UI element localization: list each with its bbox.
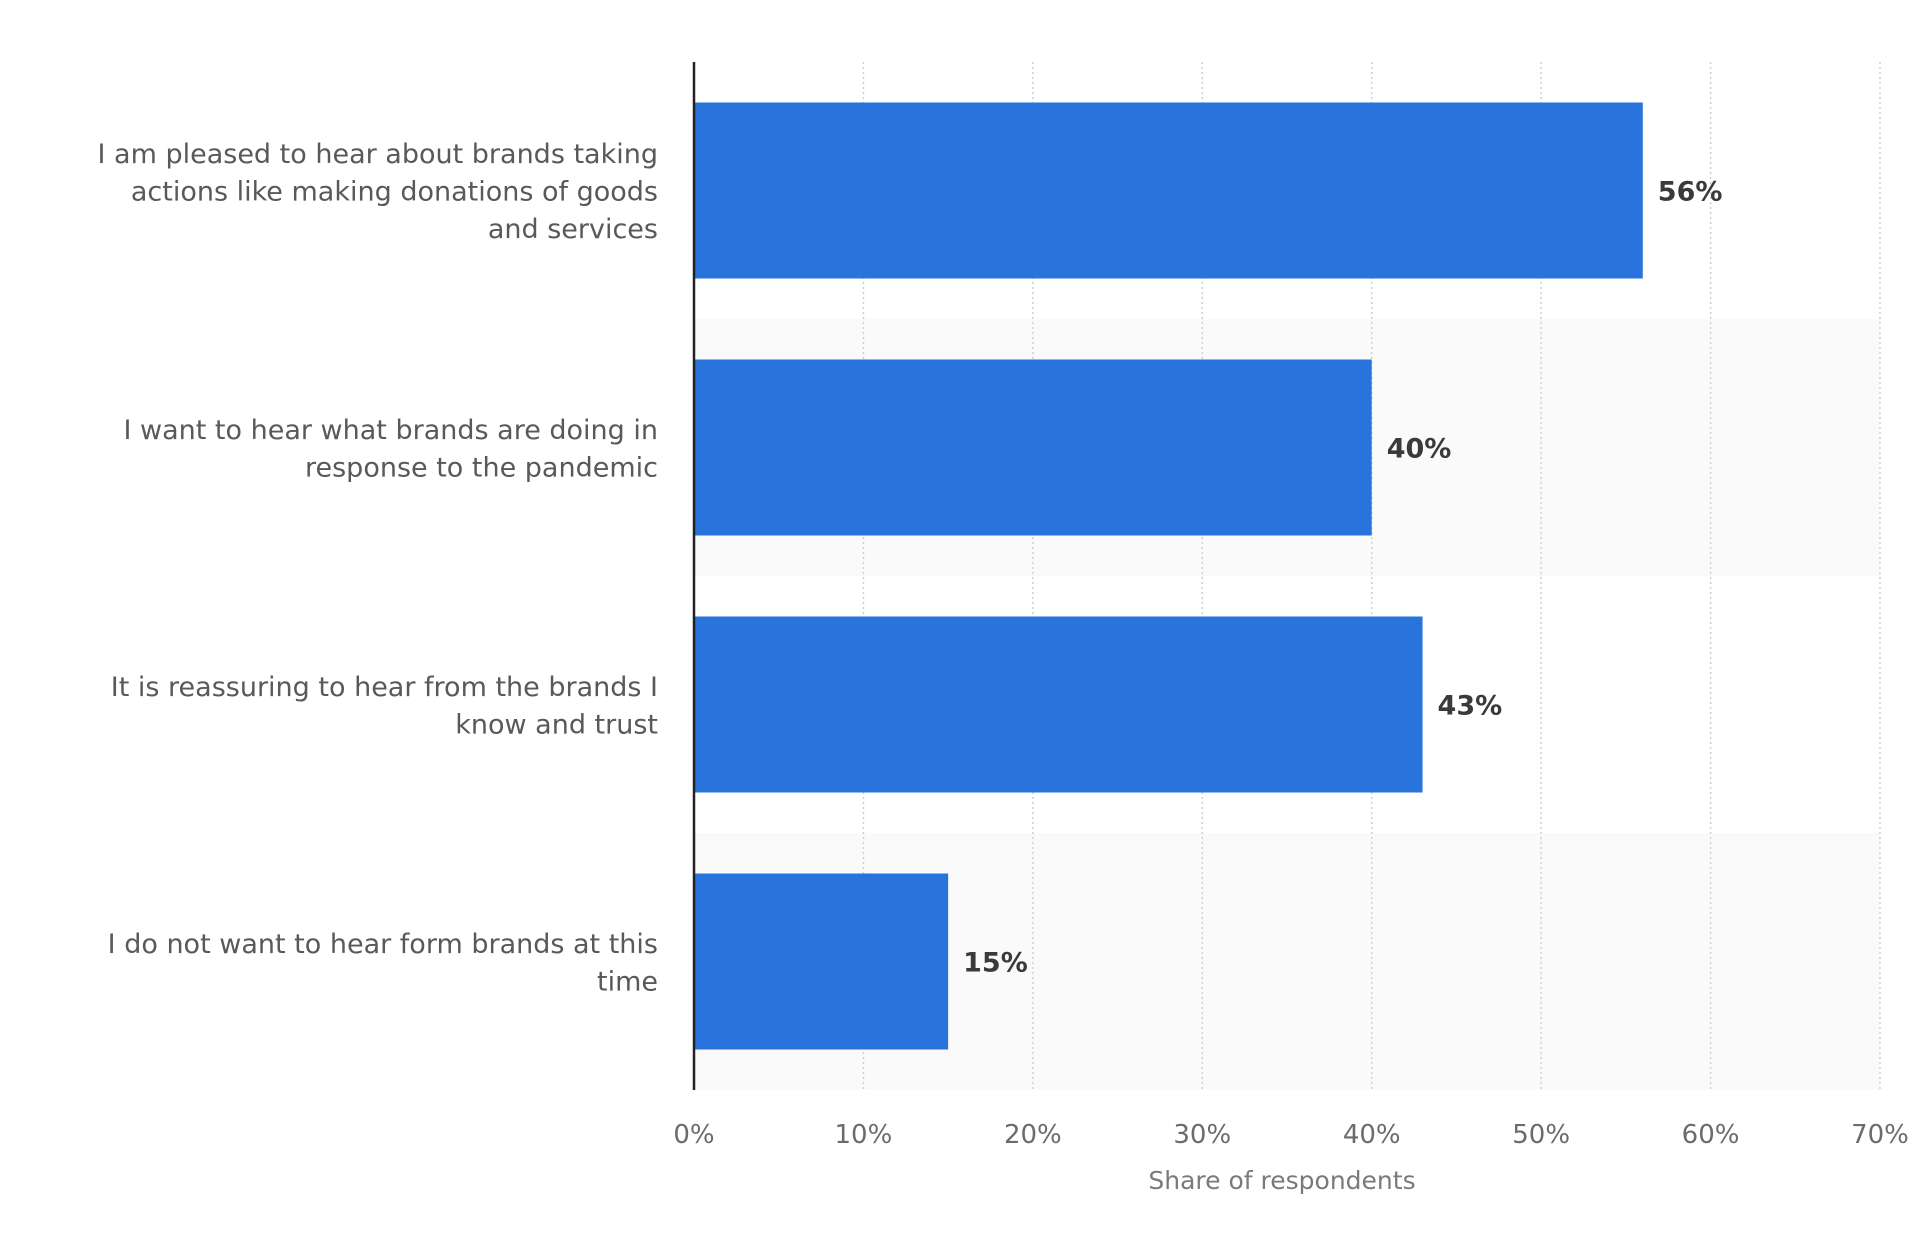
x-tick-label: 40%	[1343, 1120, 1401, 1150]
bar[interactable]	[694, 102, 1643, 279]
data-label: 43%	[1438, 691, 1503, 722]
x-tick-label: 10%	[835, 1120, 893, 1150]
category-labels: I am pleased to hear about brands taking…	[97, 139, 658, 997]
data-label: 15%	[963, 948, 1028, 979]
category-label: It is reassuring to hear from the brands…	[111, 672, 658, 741]
bar[interactable]	[694, 873, 949, 1050]
bar[interactable]	[694, 359, 1372, 536]
x-tick-label: 20%	[1004, 1120, 1062, 1150]
category-label: I do not want to hear form brands at thi…	[108, 929, 658, 998]
x-tick-label: 0%	[673, 1120, 714, 1150]
x-tick-label: 70%	[1851, 1120, 1909, 1150]
category-label: I want to hear what brands are doing in r…	[123, 415, 658, 484]
data-label: 56%	[1658, 177, 1723, 208]
x-tick-label: 50%	[1512, 1120, 1570, 1150]
x-tick-label: 30%	[1173, 1120, 1231, 1150]
x-tick-label: 60%	[1682, 1120, 1740, 1150]
x-axis-title: Share of respondents	[1148, 1166, 1415, 1195]
data-labels: 56% 40% 43% 15%	[963, 177, 1722, 979]
x-tick-labels: 0% 10% 20% 30% 40% 50% 60% 70%	[673, 1120, 1909, 1150]
data-label: 40%	[1387, 434, 1452, 465]
bar[interactable]	[694, 616, 1423, 793]
category-label: I am pleased to hear about brands taking…	[97, 139, 658, 245]
bars	[694, 102, 1643, 1050]
